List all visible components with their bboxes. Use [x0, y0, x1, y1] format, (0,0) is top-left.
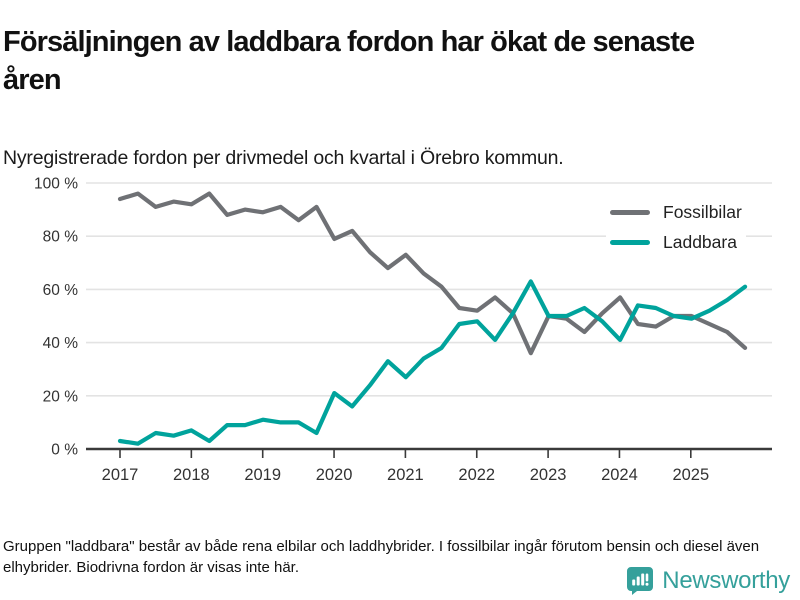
legend-item-fossilbilar: Fossilbilar	[610, 197, 742, 227]
x-tick-label: 2023	[530, 466, 567, 484]
y-tick-label: 0 %	[51, 442, 78, 459]
x-tick-label: 2021	[387, 466, 424, 484]
chart-svg: 0 % 20 % 40 % 60 % 80 % 100 % 2017 2018 2019 2020…	[34, 176, 772, 484]
series-line-laddbara	[117, 279, 748, 446]
x-tick-label: 2018	[173, 466, 210, 484]
laddbara-line-swatch	[610, 239, 650, 245]
chart-footnote: Gruppen "laddbara" består av både rena e…	[3, 538, 760, 577]
x-tick-label: 2019	[244, 466, 281, 484]
y-tick-label: 60 %	[43, 282, 79, 299]
fossilbilar-line-swatch	[610, 209, 650, 215]
y-tick-label: 20 %	[43, 388, 79, 405]
x-tick-label: 2022	[458, 466, 495, 484]
newsworthy-wordmark: Newsworthy	[662, 566, 790, 594]
legend-item-laddbara: Laddbara	[610, 227, 742, 257]
x-tick-label: 2020	[316, 466, 353, 484]
x-tick-label: 2025	[672, 466, 709, 484]
x-tick-label: 2017	[102, 466, 139, 484]
x-tick-label: 2024	[601, 466, 638, 484]
y-tick-label: 80 %	[43, 229, 79, 246]
chart-area: 0 % 20 % 40 % 60 % 80 % 100 % 2017 2018 2019 2020…	[0, 170, 800, 500]
newsworthy-bubble-icon	[627, 567, 654, 595]
chart-legend: Fossilbilar Laddbara	[606, 196, 746, 258]
legend-label: Laddbara	[663, 231, 737, 252]
page-title: Försäljningen av laddbara fordon har öka…	[3, 26, 695, 97]
newsworthy-logo: Newsworthy	[626, 566, 790, 595]
legend-label: Fossilbilar	[663, 201, 742, 222]
y-tick-label: 40 %	[43, 335, 79, 352]
series-line-fossilbilar	[117, 191, 748, 356]
chart-subtitle: Nyregistrerade fordon per drivmedel och …	[3, 146, 564, 169]
y-tick-label: 100 %	[34, 176, 78, 193]
